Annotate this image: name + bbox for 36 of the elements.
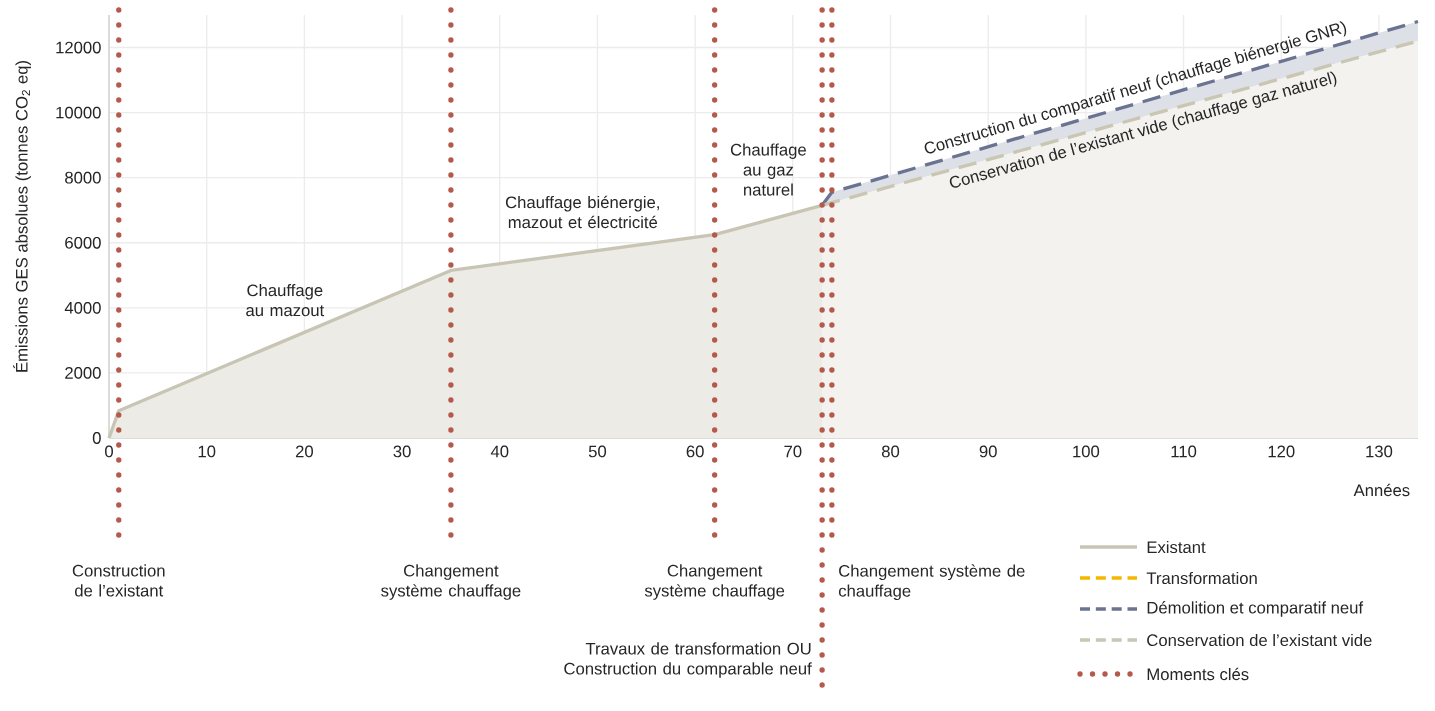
y-tick-label: 8000	[65, 171, 101, 184]
y-tick-label: 6000	[65, 236, 101, 249]
x-tick-label: 30	[393, 445, 411, 458]
x-tick-label: 120	[1268, 445, 1295, 458]
legend-label: Conservation de l’existant vide	[1147, 633, 1372, 647]
legend-label: Transformation	[1146, 571, 1257, 585]
y-tick-label: 2000	[65, 367, 101, 379]
x-tick-label: 80	[881, 445, 900, 458]
y-tick-label: 10000	[56, 106, 101, 119]
y-tick-label: 4000	[64, 301, 101, 314]
annotation: Chauffage au gaz naturel	[730, 143, 806, 196]
y-axis-title: Émissions GES absolues (tonnes CO$_{2}$ eq)	[13, 61, 31, 372]
ref-line-label: Changement système de chauffage	[838, 564, 1025, 601]
ref-line-label: Changement système chauffage	[381, 564, 521, 600]
x-tick-label: 0	[105, 445, 113, 458]
y-tick-label: 0	[92, 432, 101, 444]
x-tick-label: 110	[1171, 445, 1197, 458]
x-tick-label: 50	[588, 445, 607, 458]
x-tick-label: 10	[198, 445, 216, 458]
x-axis-title: Années	[1353, 483, 1410, 497]
x-tick-label: 90	[979, 445, 997, 458]
x-tick-label: 60	[686, 445, 704, 458]
y-tick-label: 12000	[56, 41, 101, 54]
annotation: Chauffage biénergie, mazout et électricité	[505, 195, 659, 229]
x-tick-label: 40	[490, 445, 509, 458]
ref-line-label: Travaux de transformation OU Construction du comparable neuf	[564, 642, 812, 678]
text: Moments clés	[1147, 667, 1249, 681]
annotation: Chauffage au mazout	[246, 283, 325, 317]
x-tick-label: 130	[1366, 445, 1393, 458]
legend-label: Démolition et comparatif neuf	[1147, 601, 1364, 617]
x-tick-label: 20	[295, 445, 314, 458]
ref-line-label: Construction de l’existant	[72, 564, 165, 597]
x-tick-label: 70	[784, 445, 802, 458]
x-tick-label: 100	[1073, 445, 1100, 458]
ref-line-label: Changement système chauffage	[644, 564, 785, 600]
legend-label: Existant	[1147, 540, 1206, 554]
